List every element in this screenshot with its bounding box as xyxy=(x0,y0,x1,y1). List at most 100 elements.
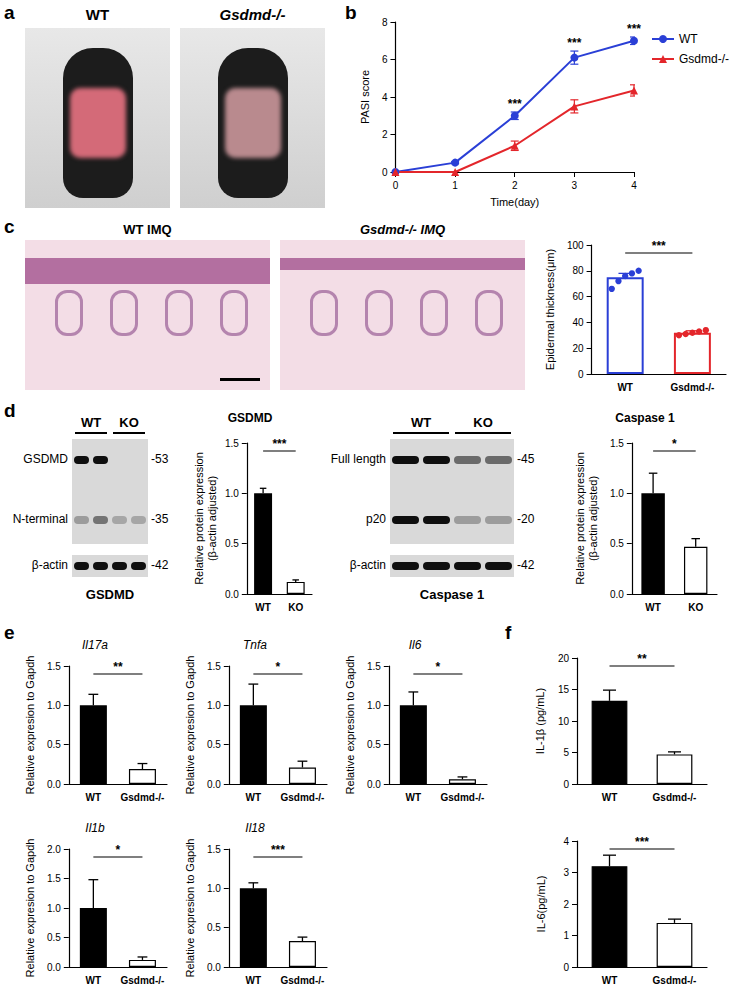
svg-text:1.0: 1.0 xyxy=(225,488,239,499)
svg-text:WT: WT xyxy=(602,975,618,986)
svg-text:4: 4 xyxy=(563,836,569,847)
svg-text:Gsdmd-/-: Gsdmd-/- xyxy=(679,52,729,66)
svg-text:0.0: 0.0 xyxy=(47,962,61,973)
svg-text:Relative protein expression: Relative protein expression xyxy=(193,452,205,585)
svg-text:***: *** xyxy=(652,239,666,253)
svg-text:Relative protein expression: Relative protein expression xyxy=(574,452,586,585)
svg-text:***: *** xyxy=(271,843,285,857)
svg-text:Gsdmd-/-: Gsdmd-/- xyxy=(653,792,697,803)
svg-text:2: 2 xyxy=(512,180,518,191)
svg-text:60: 60 xyxy=(572,291,584,302)
svg-text:3: 3 xyxy=(572,180,578,191)
svg-text:20: 20 xyxy=(558,653,570,664)
svg-text:***: *** xyxy=(635,835,649,849)
svg-text:Il18: Il18 xyxy=(245,821,265,835)
svg-text:Relative expresion to Gapdh: Relative expresion to Gapdh xyxy=(344,656,356,795)
svg-text:5: 5 xyxy=(563,747,569,758)
svg-text:10: 10 xyxy=(558,716,570,727)
svg-text:1.5: 1.5 xyxy=(207,661,221,672)
svg-text:0.5: 0.5 xyxy=(610,538,624,549)
svg-text:1.5: 1.5 xyxy=(47,873,61,884)
svg-text:*: * xyxy=(436,660,441,674)
svg-text:Time(day): Time(day) xyxy=(490,196,539,208)
svg-text:1.5: 1.5 xyxy=(47,661,61,672)
svg-text:0.5: 0.5 xyxy=(207,739,221,750)
svg-text:Epidermal thickness(μm): Epidermal thickness(μm) xyxy=(544,249,556,370)
svg-text:0: 0 xyxy=(393,180,399,191)
svg-text:Relative expresion to Gapdh: Relative expresion to Gapdh xyxy=(24,656,36,795)
svg-text:8: 8 xyxy=(382,17,388,28)
svg-text:0.5: 0.5 xyxy=(47,932,61,943)
svg-text:WT: WT xyxy=(679,32,698,46)
svg-text:Gsdmd-/-: Gsdmd-/- xyxy=(653,975,697,986)
svg-text:0: 0 xyxy=(563,779,569,790)
svg-text:0.5: 0.5 xyxy=(47,739,61,750)
svg-text:WT: WT xyxy=(645,602,661,613)
svg-text:4: 4 xyxy=(631,180,637,191)
svg-text:6: 6 xyxy=(382,54,388,65)
svg-text:Gsdmd-/-: Gsdmd-/- xyxy=(281,792,325,803)
svg-text:***: *** xyxy=(272,437,286,451)
svg-text:(β-actin adjusted): (β-actin adjusted) xyxy=(587,476,599,561)
svg-text:**: ** xyxy=(113,660,123,674)
svg-text:2.0: 2.0 xyxy=(47,844,61,855)
svg-text:1: 1 xyxy=(563,930,569,941)
svg-text:Relative expresion to Gapdh: Relative expresion to Gapdh xyxy=(184,839,196,978)
svg-text:WT: WT xyxy=(86,975,102,986)
svg-text:Il17a: Il17a xyxy=(82,638,108,652)
svg-text:0.5: 0.5 xyxy=(225,538,239,549)
svg-text:WT: WT xyxy=(406,792,422,803)
svg-text:20: 20 xyxy=(572,343,584,354)
svg-text:1.0: 1.0 xyxy=(207,700,221,711)
svg-text:4: 4 xyxy=(382,92,388,103)
svg-text:1.0: 1.0 xyxy=(47,903,61,914)
svg-text:1.0: 1.0 xyxy=(207,883,221,894)
svg-text:WT: WT xyxy=(255,602,271,613)
svg-text:0.0: 0.0 xyxy=(610,589,624,600)
svg-text:Gsdmd-/-: Gsdmd-/- xyxy=(670,382,714,393)
svg-text:***: *** xyxy=(627,22,641,36)
svg-text:Gsdmd-/-: Gsdmd-/- xyxy=(281,975,325,986)
svg-text:WT: WT xyxy=(246,975,262,986)
svg-text:Gsdmd-/-: Gsdmd-/- xyxy=(441,792,485,803)
svg-text:1: 1 xyxy=(452,180,458,191)
svg-text:80: 80 xyxy=(572,265,584,276)
svg-text:0.0: 0.0 xyxy=(207,779,221,790)
svg-text:Tnfa: Tnfa xyxy=(243,638,267,652)
svg-text:1.0: 1.0 xyxy=(610,488,624,499)
svg-text:2: 2 xyxy=(382,129,388,140)
svg-text:GSDMD: GSDMD xyxy=(228,411,273,425)
svg-text:KO: KO xyxy=(688,602,703,613)
svg-text:1.5: 1.5 xyxy=(367,661,381,672)
svg-text:0.0: 0.0 xyxy=(225,589,239,600)
svg-text:0: 0 xyxy=(382,167,388,178)
svg-text:**: ** xyxy=(637,652,647,666)
svg-text:15: 15 xyxy=(558,684,570,695)
svg-text:100: 100 xyxy=(567,240,584,251)
svg-text:*: * xyxy=(276,660,281,674)
svg-text:*: * xyxy=(116,843,121,857)
svg-text:IL-1β (pg/mL): IL-1β (pg/mL) xyxy=(534,688,546,754)
svg-text:0.0: 0.0 xyxy=(207,962,221,973)
svg-text:***: *** xyxy=(567,36,581,50)
svg-text:3: 3 xyxy=(563,867,569,878)
svg-text:Relative expresion to Gapdh: Relative expresion to Gapdh xyxy=(24,839,36,978)
svg-text:Gsdmd-/-: Gsdmd-/- xyxy=(121,975,165,986)
svg-text:*: * xyxy=(672,437,677,451)
svg-text:40: 40 xyxy=(572,317,584,328)
svg-text:WT: WT xyxy=(617,382,633,393)
svg-text:0.5: 0.5 xyxy=(207,922,221,933)
svg-text:WT: WT xyxy=(86,792,102,803)
svg-text:KO: KO xyxy=(288,602,303,613)
svg-text:Caspase 1: Caspase 1 xyxy=(615,411,675,425)
svg-text:1.5: 1.5 xyxy=(207,844,221,855)
svg-text:0: 0 xyxy=(578,369,584,380)
svg-text:Relative expresion to Gapdh: Relative expresion to Gapdh xyxy=(184,656,196,795)
svg-text:WT: WT xyxy=(602,792,618,803)
svg-text:1.0: 1.0 xyxy=(367,700,381,711)
svg-text:1.5: 1.5 xyxy=(225,438,239,449)
svg-text:0.5: 0.5 xyxy=(367,739,381,750)
svg-text:***: *** xyxy=(508,97,522,111)
svg-text:0.0: 0.0 xyxy=(367,779,381,790)
svg-text:Il1b: Il1b xyxy=(85,821,105,835)
